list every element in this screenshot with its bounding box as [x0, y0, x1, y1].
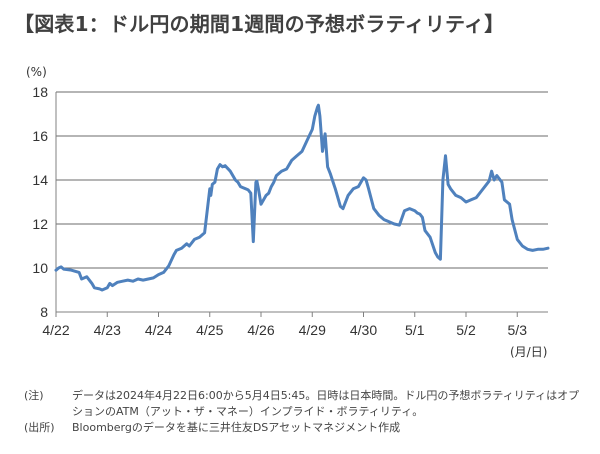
x-tick-label: 4/26 [247, 322, 274, 338]
y-tick-label: 10 [32, 260, 48, 276]
x-axis-unit: (月/日) [510, 345, 547, 359]
source-row: (出所) Bloombergのデータを基に三井住友DSアセットマネジメント作成 [24, 420, 584, 436]
y-tick-label: 18 [32, 84, 48, 100]
x-tick-label: 4/30 [350, 322, 377, 338]
source-text: Bloombergのデータを基に三井住友DSアセットマネジメント作成 [72, 421, 401, 434]
grid-lines [56, 91, 548, 269]
y-tick-label: 14 [32, 172, 48, 188]
x-tick-label: 5/3 [508, 322, 528, 338]
x-tick-label: 4/25 [196, 322, 223, 338]
chart-title: 【図表1：ドル円の期間1週間の予想ボラティリティ】 [14, 12, 505, 36]
x-tick-label: 4/22 [42, 322, 69, 338]
line-chart: 8 10 12 14 16 18 4/22 4/23 4/24 4/25 4/26 4/29 4/30… [26, 65, 550, 359]
x-tick-label: 4/23 [94, 322, 121, 338]
x-tick-labels: 4/22 4/23 4/24 4/25 4/26 4/29 4/30 5/1 5/2 5/3 [42, 322, 527, 338]
y-tick-labels: 8 10 12 14 16 18 [32, 84, 48, 320]
series-line [54, 103, 550, 292]
note-text: データは2024年4月22日6:00から5月4日5:45。日時は日本時間。ドル円… [72, 389, 580, 418]
notes: (注) データは2024年4月22日6:00から5月4日5:45。日時は日本時間… [24, 388, 584, 436]
x-tick-label: 4/29 [299, 322, 326, 338]
x-tick-label: 5/1 [405, 322, 425, 338]
x-tick-label: 4/24 [145, 322, 172, 338]
x-tick-label: 5/2 [456, 322, 476, 338]
axes [55, 92, 548, 317]
note-row: (注) データは2024年4月22日6:00から5月4日5:45。日時は日本時間… [24, 388, 584, 420]
y-axis-unit: (%) [26, 65, 47, 79]
y-tick-label: 16 [32, 128, 48, 144]
source-label: (出所) [24, 421, 55, 434]
y-tick-label: 8 [40, 304, 48, 320]
note-label: (注) [24, 389, 44, 402]
y-tick-label: 12 [32, 216, 48, 232]
